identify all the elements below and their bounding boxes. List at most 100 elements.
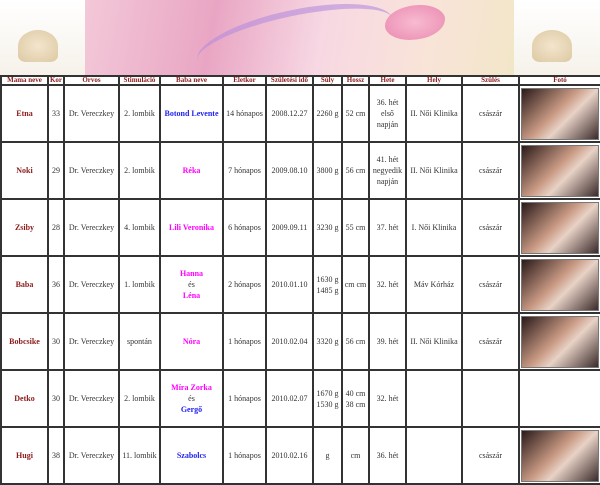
babies-table: Mama neve Kor Orvos Stimuláció Baba neve Élet… (0, 75, 600, 485)
cell-suly: 1630 g 1485 g (312, 255, 343, 314)
cell-eletkor: 7 hónapos (222, 141, 267, 200)
cell-baba: Lili Veronika (159, 198, 224, 257)
cell-hete: 37. hét (368, 198, 407, 257)
column-header: Életkor (222, 75, 267, 86)
cell-stim: 11. lombik (118, 426, 161, 485)
table-row: Zsiby 28 Dr. Vereczkey 4. lombik Lili Veroni… (0, 198, 600, 257)
cell-eletkor: 1 hónapos (222, 426, 267, 485)
baby-name: Gergő (180, 405, 203, 414)
baby-name: Léna (182, 291, 201, 300)
cell-stim: 4. lombik (118, 198, 161, 257)
cell-eletkor: 6 hónapos (222, 198, 267, 257)
baby-photo[interactable] (521, 429, 599, 482)
cell-hete: 41. hét negyedik napján (368, 141, 407, 200)
cell-baba: Szabolcs (159, 426, 224, 485)
baby-name: Míra Zorka (171, 383, 212, 392)
column-header: Baba neve (159, 75, 224, 86)
cell-baba: Nóra (159, 312, 224, 371)
table-row: Baba 36 Dr. Vereczkey 1. lombik Hanna és Léna 2… (0, 255, 600, 314)
baby-name: Hanna (179, 269, 204, 278)
baby-name: Réka (182, 166, 201, 175)
baby-photo[interactable] (521, 201, 599, 254)
cell-kor: 30 (47, 312, 65, 371)
cell-orvos: Dr. Vereczkey (63, 426, 120, 485)
baby-photo[interactable] (521, 258, 599, 311)
cell-szul: 2010.02.07 (265, 369, 314, 428)
cell-hely (405, 426, 463, 485)
cell-hely (405, 369, 463, 428)
cell-mama: Baba (0, 255, 49, 314)
cell-szul: 2010.01.10 (265, 255, 314, 314)
cell-eletkor: 1 hónapos (222, 312, 267, 371)
cell-suly: 2260 g (312, 84, 343, 143)
cell-orvos: Dr. Vereczkey (63, 84, 120, 143)
cell-mama: Hugi (0, 426, 49, 485)
cell-suly: 1670 g 1530 g (312, 369, 343, 428)
cell-szul: 2009.09.11 (265, 198, 314, 257)
cell-kor: 29 (47, 141, 65, 200)
pram-illustration-left (0, 0, 85, 75)
cell-hely: Máv Kórház (405, 255, 463, 314)
table-row: Etna 33 Dr. Vereczkey 2. lombik Botond Leven… (0, 84, 600, 143)
cell-hossz: cm cm (341, 255, 370, 314)
cell-szul: 2010.02.04 (265, 312, 314, 371)
cell-szules: császár (461, 426, 520, 485)
cell-szules: császár (461, 141, 520, 200)
baby-photo[interactable] (521, 144, 599, 197)
cell-szules: császár (461, 255, 520, 314)
cell-foto (518, 255, 600, 314)
cell-suly: g (312, 426, 343, 485)
cell-hely: I. Női Klinika (405, 198, 463, 257)
cell-hossz: 56 cm (341, 312, 370, 371)
cell-orvos: Dr. Vereczkey (63, 312, 120, 371)
pram-illustration-right (514, 0, 600, 75)
cell-mama: Etna (0, 84, 49, 143)
column-header: Stimuláció (118, 75, 161, 86)
cell-baba: Réka (159, 141, 224, 200)
baby-name: Szabolcs (176, 451, 207, 460)
cell-kor: 30 (47, 369, 65, 428)
cell-mama: Bobcsike (0, 312, 49, 371)
table-row: Hugi 38 Dr. Vereczkey 11. lombik Szabolcs 1 h… (0, 426, 600, 485)
cell-stim: spontán (118, 312, 161, 371)
cell-hossz: 55 cm (341, 198, 370, 257)
baby-photo[interactable] (521, 315, 599, 368)
cell-kor: 33 (47, 84, 65, 143)
cell-hely: II. Női Klinika (405, 141, 463, 200)
cell-baba: Míra Zorka és Gergő (159, 369, 224, 428)
cell-kor: 36 (47, 255, 65, 314)
cell-foto (518, 369, 600, 428)
cell-suly: 3800 g (312, 141, 343, 200)
baby-name: Nóra (182, 337, 201, 346)
cell-orvos: Dr. Vereczkey (63, 198, 120, 257)
cell-hete: 39. hét (368, 312, 407, 371)
cell-eletkor: 2 hónapos (222, 255, 267, 314)
table-row: Noki 29 Dr. Vereczkey 2. lombik Réka 7 hónapo… (0, 141, 600, 200)
cell-kor: 38 (47, 426, 65, 485)
column-header: Születési idő (265, 75, 314, 86)
column-header: Kor (47, 75, 65, 86)
cell-hossz: 56 cm (341, 141, 370, 200)
column-header: Hossz (341, 75, 370, 86)
butterfly-icon (385, 5, 445, 40)
baby-photo[interactable] (521, 87, 599, 140)
cell-orvos: Dr. Vereczkey (63, 141, 120, 200)
cell-foto (518, 198, 600, 257)
cell-hossz: 52 cm (341, 84, 370, 143)
column-header: Orvos (63, 75, 120, 86)
cell-stim: 1. lombik (118, 255, 161, 314)
cell-hete: 32. hét (368, 369, 407, 428)
cell-stim: 2. lombik (118, 141, 161, 200)
cell-eletkor: 14 hónapos (222, 84, 267, 143)
column-header: Hete (368, 75, 407, 86)
cell-hete: 32. hét (368, 255, 407, 314)
cell-hete: 36. hét (368, 426, 407, 485)
column-header: Fotó (518, 75, 600, 86)
baby-name: és (188, 280, 195, 289)
cell-stim: 2. lombik (118, 369, 161, 428)
cell-baba: Hanna és Léna (159, 255, 224, 314)
baby-name: és (188, 394, 195, 403)
cell-hely: II. Női Klinika (405, 84, 463, 143)
cell-mama: Noki (0, 141, 49, 200)
cell-eletkor: 1 hónapos (222, 369, 267, 428)
